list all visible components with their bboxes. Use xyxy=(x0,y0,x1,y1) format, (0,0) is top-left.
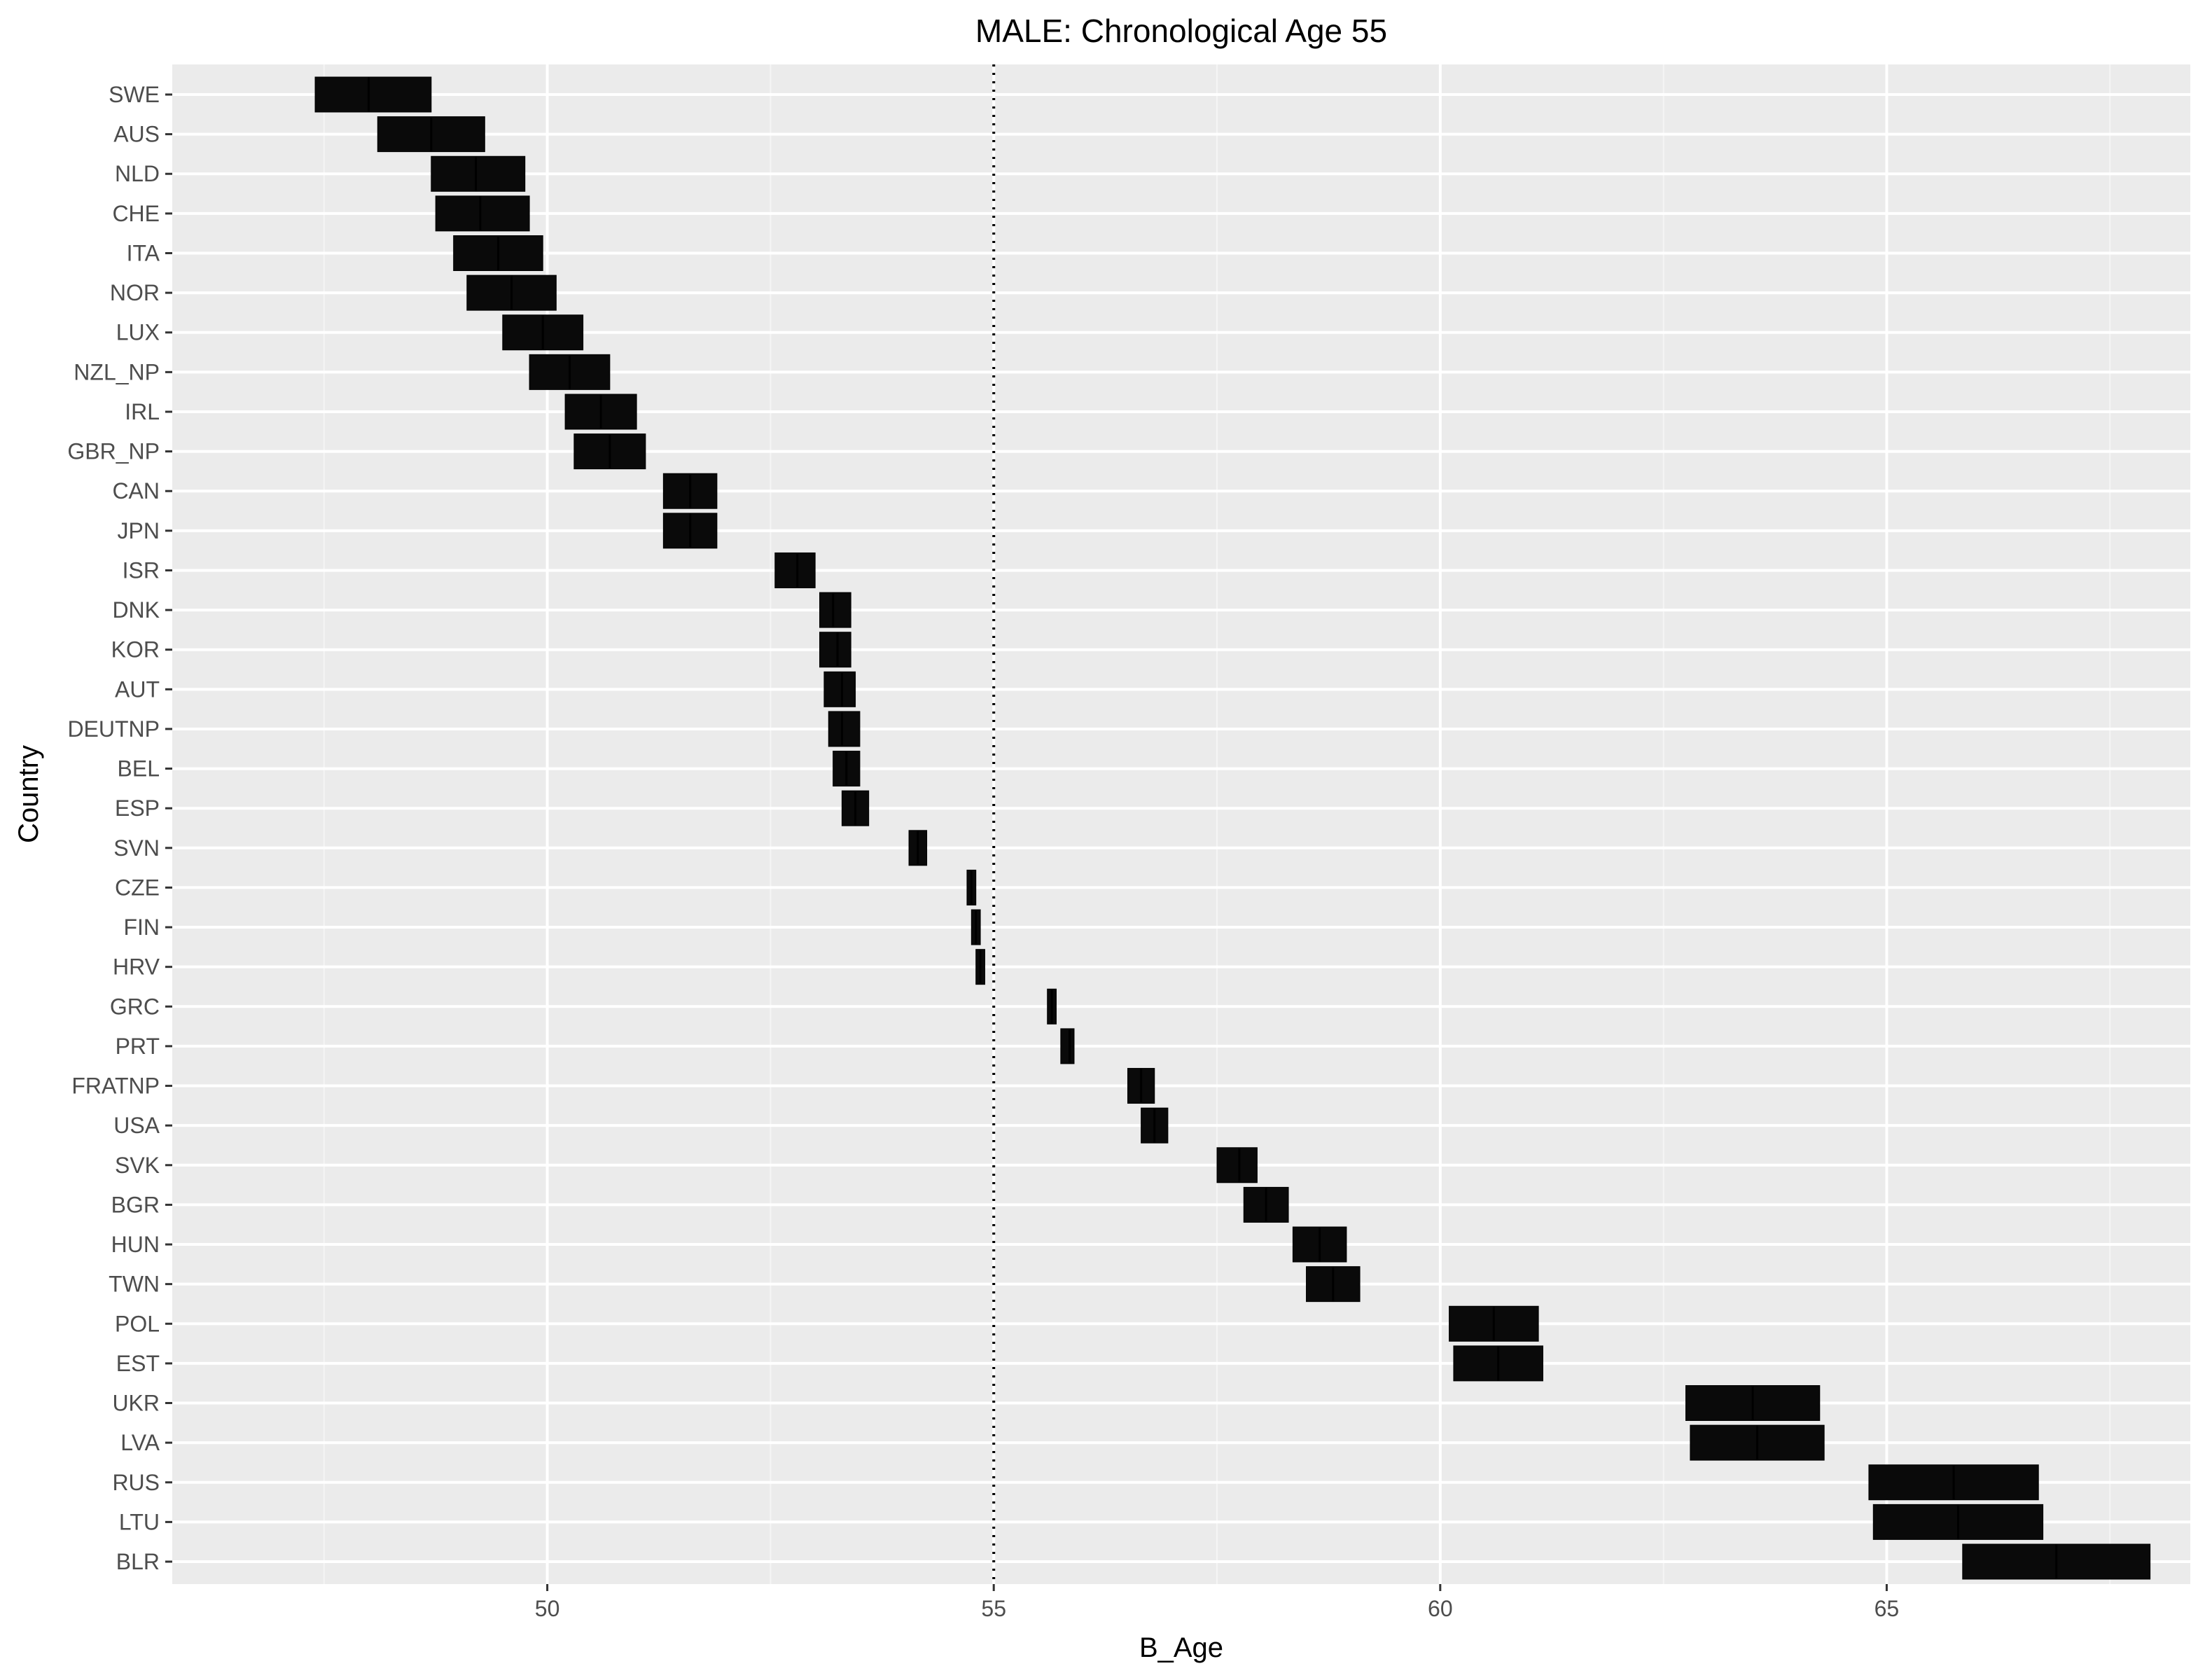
y-tick-label: BLR xyxy=(116,1549,160,1574)
crossbar-isr xyxy=(774,552,816,588)
crossbar-usa xyxy=(1141,1107,1169,1144)
crossbar-bel xyxy=(833,751,861,787)
y-tick-label: BGR xyxy=(111,1192,160,1217)
y-tick-label: CZE xyxy=(115,875,160,900)
crossbar-box xyxy=(1216,1147,1258,1183)
crossbar-box xyxy=(774,552,816,588)
crossbar-dnk xyxy=(819,592,851,628)
crossbar-fin xyxy=(971,909,981,945)
crossbar-swe xyxy=(314,76,432,113)
crossbar-svk xyxy=(1216,1147,1258,1183)
crossbar-blr xyxy=(1962,1543,2151,1580)
crossbar-lux xyxy=(502,314,584,351)
crossbar-deutnp xyxy=(828,711,861,747)
y-tick-label: NLD xyxy=(115,161,160,186)
y-tick-label: SVN xyxy=(113,835,160,861)
y-tick-label: FRATNP xyxy=(71,1074,160,1099)
crossbar-svn xyxy=(908,830,928,866)
y-tick-label: ITA xyxy=(127,240,160,265)
crossbar-hrv xyxy=(975,949,985,985)
y-tick-label: EST xyxy=(116,1351,160,1376)
crossbar-est xyxy=(1453,1345,1543,1382)
crossbar-box xyxy=(431,155,526,192)
y-tick-label: SVK xyxy=(115,1153,160,1178)
y-axis: SWE AUS NLD CHE ITA NOR LUX NZL_NP IRL GBR_NP CAN J… xyxy=(67,82,172,1574)
y-tick-label: RUS xyxy=(112,1470,160,1495)
crossbar-fratnp xyxy=(1127,1068,1155,1104)
crossbar-jpn xyxy=(662,513,718,549)
x-axis-title: B_Age xyxy=(1139,1632,1223,1663)
crossbar-box xyxy=(314,76,432,113)
crossbar-box xyxy=(828,711,861,747)
crossbar-prt xyxy=(1060,1028,1075,1064)
crossbar-bgr xyxy=(1243,1186,1289,1223)
y-tick-label: NZL_NP xyxy=(74,359,160,384)
y-axis-title: Country xyxy=(13,745,44,843)
crossbar-gbr_np xyxy=(573,433,646,470)
crossbar-twn xyxy=(1306,1266,1361,1303)
y-tick-label: GBR_NP xyxy=(67,439,160,464)
chart-title: MALE: Chronological Age 55 xyxy=(975,13,1387,49)
y-tick-label: LVA xyxy=(120,1430,160,1455)
crossbar-nor xyxy=(466,275,557,311)
y-tick-label: CAN xyxy=(112,478,160,504)
y-tick-label: ESP xyxy=(115,796,160,821)
minor-gridlines xyxy=(323,64,2111,1584)
crossbar-aut xyxy=(823,671,856,707)
crossbar-pol xyxy=(1449,1305,1539,1342)
crossbar-cze xyxy=(966,869,977,905)
x-tick-label: 65 xyxy=(1874,1596,1900,1621)
y-tick-label: HRV xyxy=(113,954,160,980)
crossbar-box xyxy=(819,592,851,628)
crossbar-esp xyxy=(841,790,870,826)
major-gridlines xyxy=(172,64,2190,1584)
y-tick-label: CHE xyxy=(112,201,160,226)
crossbar-grc xyxy=(1047,988,1057,1025)
crossbar-irl xyxy=(564,394,637,430)
crossbars xyxy=(314,76,2151,1580)
crossbar-ukr xyxy=(1685,1385,1821,1422)
crossbar-box xyxy=(1060,1028,1075,1064)
crossbar-aus xyxy=(377,116,485,153)
y-tick-label: UKR xyxy=(112,1391,160,1416)
crossbar-can xyxy=(662,473,718,509)
y-tick-label: IRL xyxy=(125,399,160,424)
y-tick-label: JPN xyxy=(118,518,160,543)
y-tick-label: BEL xyxy=(118,756,160,782)
crossbar-box xyxy=(819,632,851,668)
x-tick-label: 55 xyxy=(981,1596,1006,1621)
y-tick-label: AUS xyxy=(113,122,160,147)
crossbar-che xyxy=(435,195,530,232)
y-tick-label: GRC xyxy=(110,994,160,1019)
y-tick-label: LUX xyxy=(116,320,160,345)
crossbar-rus xyxy=(1868,1464,2039,1501)
crossbar-hun xyxy=(1292,1226,1347,1263)
y-tick-label: POL xyxy=(115,1311,160,1336)
y-tick-label: DEUTNP xyxy=(67,716,160,742)
crossbar-ltu xyxy=(1872,1504,2044,1540)
y-tick-label: KOR xyxy=(111,637,160,662)
y-tick-label: HUN xyxy=(111,1232,160,1257)
y-tick-label: TWN xyxy=(109,1272,160,1297)
y-tick-label: LTU xyxy=(119,1509,160,1534)
crossbar-ita xyxy=(453,235,543,271)
y-tick-label: ISR xyxy=(123,557,160,583)
y-tick-label: FIN xyxy=(123,915,160,940)
crossbar-box xyxy=(435,195,530,232)
y-tick-label: PRT xyxy=(116,1034,160,1059)
x-tick-label: 50 xyxy=(535,1596,560,1621)
y-tick-label: AUT xyxy=(115,676,160,702)
crossbar-nzl_np xyxy=(529,354,611,390)
y-tick-label: USA xyxy=(113,1113,160,1138)
y-tick-label: NOR xyxy=(110,280,160,305)
x-axis: 50 55 60 65 xyxy=(535,1584,1899,1621)
y-tick-label: SWE xyxy=(109,82,160,107)
crossbar-box xyxy=(823,671,856,707)
crossbar-lva xyxy=(1690,1424,1825,1461)
x-tick-label: 60 xyxy=(1428,1596,1453,1621)
y-tick-label: DNK xyxy=(112,597,160,623)
crossbar-kor xyxy=(819,632,851,668)
crossbar-nld xyxy=(431,155,526,192)
